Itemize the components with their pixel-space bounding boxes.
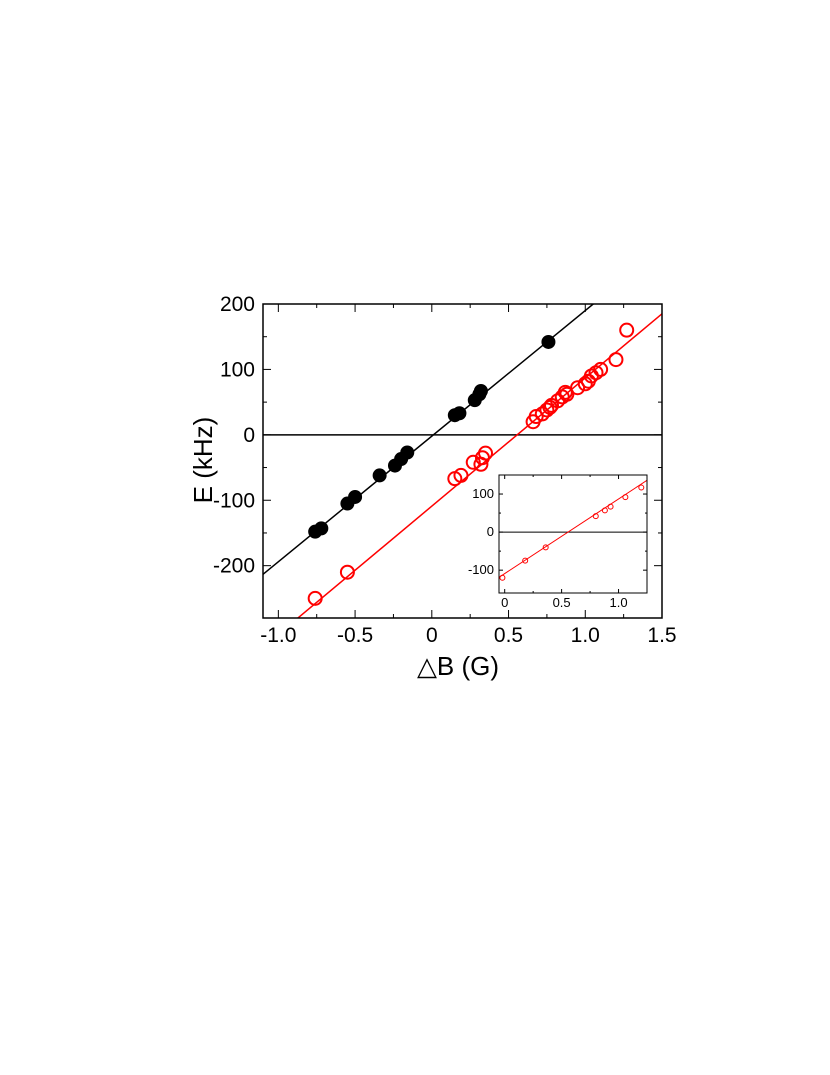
x-tick-label: 1.0 (571, 624, 600, 647)
x-tick-label: 0 (426, 624, 438, 647)
data-point-series-0-3 (348, 489, 363, 504)
y-tick-label: 0 (243, 424, 255, 447)
x-tick-label: 0.5 (553, 595, 571, 610)
data-point-series-0-1 (314, 521, 329, 536)
x-axis-title: △B (G) (417, 651, 499, 681)
x-tick-label: -0.5 (337, 624, 373, 647)
data-point-series-0-12 (473, 384, 488, 399)
x-tick-label: -1.0 (260, 624, 296, 647)
inset-x-tick-labels: 0 0.5 1.0 (501, 595, 628, 610)
data-point-series-1-7 (478, 445, 494, 461)
x-tick-label: 1.0 (609, 595, 627, 610)
data-point-series-0-2 (542, 544, 549, 551)
data-point-series-0-5 (607, 503, 614, 510)
x-tick-label: 0.5 (494, 624, 523, 647)
data-point-series-1-17 (559, 386, 575, 402)
data-point-series-0-1 (522, 557, 529, 564)
data-point-series-1-25 (619, 322, 635, 338)
data-point-series-1-4 (465, 454, 481, 470)
data-point-series-1-0 (307, 590, 323, 606)
main-y-tick-labels: -200 -100 0 100 200 (213, 293, 255, 578)
y-tick-label: -100 (468, 562, 494, 577)
data-point-series-0-0 (499, 574, 506, 581)
inset-y-tick-labels: -100 0 100 (468, 486, 494, 577)
data-point-series-0-3 (592, 513, 599, 520)
x-tick-label: 0 (501, 595, 508, 610)
y-tick-label: 200 (220, 293, 255, 316)
inset-plot-frame (498, 474, 648, 594)
data-point-series-0-6 (622, 494, 629, 501)
main-data-points (307, 322, 635, 606)
data-point-series-1-11 (539, 402, 555, 418)
fit-line-series-1 (296, 313, 662, 618)
fit-line-series-0 (499, 479, 647, 578)
data-point-series-1-18 (570, 380, 586, 396)
y-tick-label: -200 (213, 555, 255, 578)
data-point-series-0-13 (541, 334, 556, 349)
inset-fit-line (499, 479, 647, 578)
y-axis-title: E (kHz) (188, 417, 218, 504)
y-tick-label: 0 (487, 524, 494, 539)
data-point-series-0-9 (452, 406, 467, 421)
data-point-series-1-1 (339, 564, 355, 580)
data-point-series-0-4 (372, 468, 387, 483)
y-tick-label: 100 (220, 358, 255, 381)
data-point-series-0-4 (601, 507, 608, 514)
data-point-series-0-7 (400, 445, 415, 460)
data-point-series-1-23 (593, 361, 609, 377)
inset-background (499, 475, 647, 593)
data-point-series-0-7 (638, 484, 645, 491)
x-tick-label: 1.5 (647, 624, 676, 647)
y-tick-label: 100 (472, 486, 494, 501)
main-x-tick-labels: -1.0 -0.5 0 0.5 1.0 1.5 (260, 624, 676, 647)
data-point-series-1-24 (608, 352, 624, 368)
data-point-series-1-3 (453, 467, 469, 483)
main-plot-frame (262, 303, 663, 619)
y-tick-label: -100 (213, 489, 255, 512)
inset-data-points (499, 484, 645, 581)
